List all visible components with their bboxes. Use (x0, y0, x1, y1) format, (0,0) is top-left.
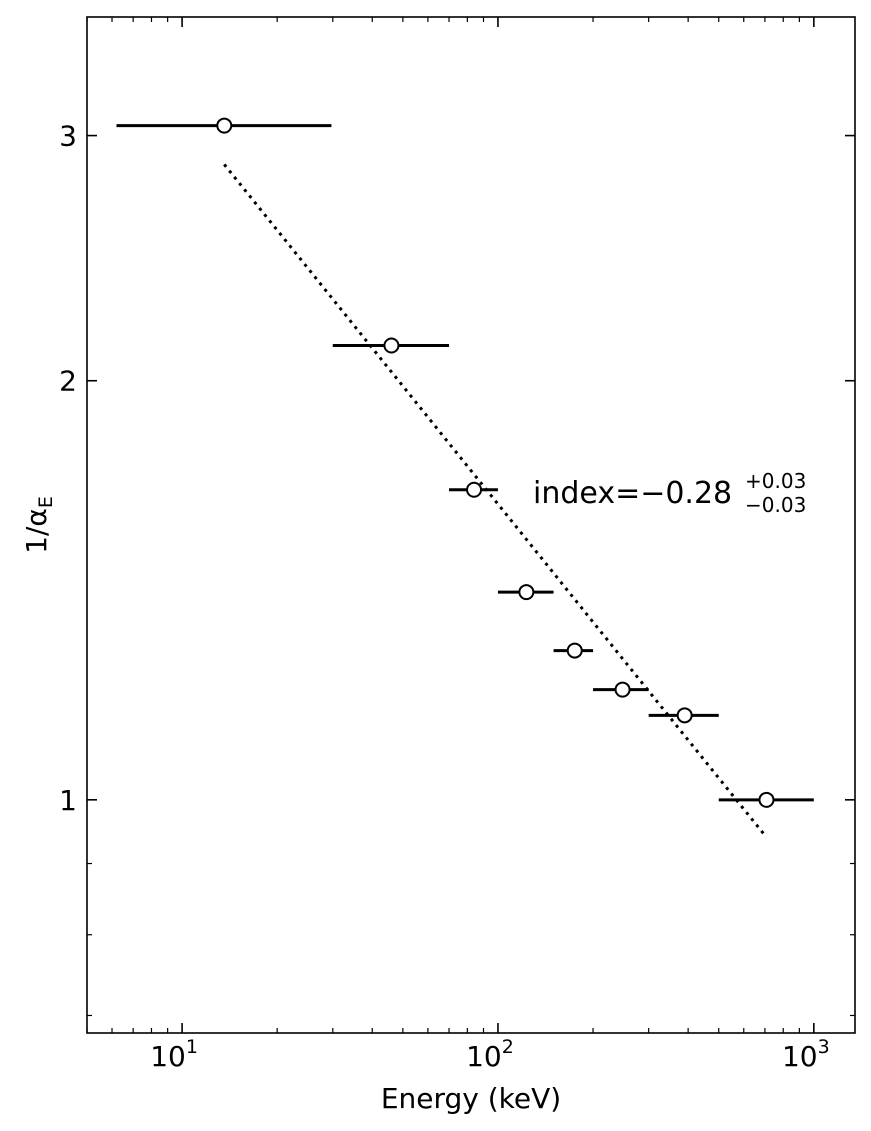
data-points-group (116, 117, 814, 808)
plot-frame (86, 16, 856, 1034)
fit-index-upper-error: +0.03 (745, 469, 806, 493)
data-point (758, 791, 775, 808)
y-tick-label: 2 (59, 365, 77, 398)
fit-index-annotation: index=−0.28 +0.03 −0.03 (533, 469, 806, 517)
data-point (466, 481, 483, 498)
x-tick-label: 103 (782, 1036, 830, 1073)
data-point (216, 117, 233, 134)
y-axis-label-subscript: E (35, 496, 57, 508)
data-point (518, 584, 535, 601)
data-point (383, 337, 400, 354)
fit-index-lower-error: −0.03 (745, 493, 806, 517)
fit-line (223, 163, 768, 839)
y-axis-label-main: 1/α (20, 508, 53, 554)
axis-ticks: 101 102 103 1 2 3 (59, 17, 855, 1073)
x-tick-label: 101 (150, 1036, 198, 1073)
data-point (676, 707, 693, 724)
fit-line-group (223, 163, 768, 839)
y-tick-label: 1 (59, 784, 77, 817)
y-axis-label: 1/αE (20, 496, 57, 554)
y-tick-label: 3 (59, 120, 77, 153)
data-point (566, 642, 583, 659)
x-tick-label: 102 (466, 1036, 514, 1073)
data-point (614, 681, 631, 698)
x-axis-label: Energy (keV) (381, 1082, 561, 1115)
fit-index-text: index=−0.28 (533, 476, 732, 511)
